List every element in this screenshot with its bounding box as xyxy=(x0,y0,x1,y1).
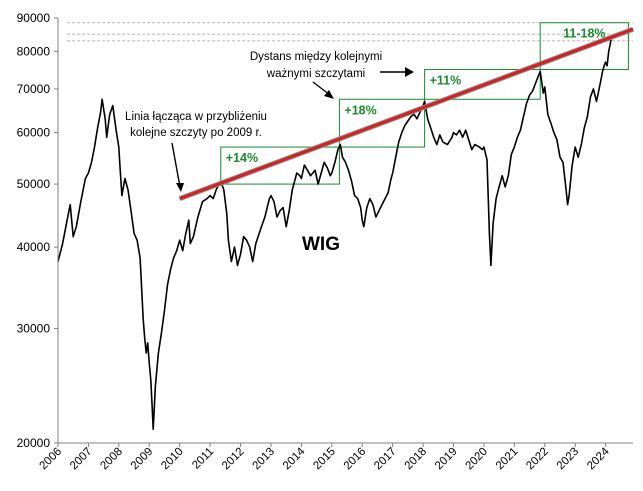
x-tick-label: 2019 xyxy=(433,446,460,473)
annotation-line-1: Linia łącząca w przybliżeniu xyxy=(125,111,267,123)
arrowhead-icon xyxy=(176,183,184,192)
grid-layer xyxy=(67,22,633,42)
x-tick-label: 2010 xyxy=(159,446,186,473)
y-tick-label: 60000 xyxy=(17,126,51,140)
x-tick-label: 2023 xyxy=(555,446,582,473)
x-tick-label: 2011 xyxy=(190,446,216,472)
x-tick-label: 2018 xyxy=(403,446,430,473)
y-tick-label: 70000 xyxy=(17,82,51,96)
series-layer xyxy=(57,26,634,430)
arrowhead-icon xyxy=(324,90,334,99)
x-tick-label: 2016 xyxy=(342,446,369,473)
annotation-distance-line-1: Dystans między kolejnymi xyxy=(250,51,382,63)
gain-box xyxy=(338,98,426,148)
x-tick-label: 2020 xyxy=(463,446,490,473)
annotation-distance: Dystans między kolejnymi ważnymi szczyta… xyxy=(250,51,414,99)
x-tick-label: 2022 xyxy=(524,446,551,473)
gain-box xyxy=(424,69,541,100)
x-tick-label: 2014 xyxy=(281,445,308,472)
x-tick-label: 2024 xyxy=(585,445,612,472)
y-tick-label: 40000 xyxy=(17,240,51,254)
chart-title: WIG xyxy=(302,234,340,255)
arrowhead-icon xyxy=(405,67,414,77)
y-tick-label: 50000 xyxy=(17,177,51,191)
annotation-peak-line: Linia łącząca w przybliżeniu kolejne szc… xyxy=(125,111,267,192)
x-tick-label: 2012 xyxy=(220,446,247,473)
boxes-layer: +14% +18% +11% 11-18% xyxy=(220,22,629,185)
x-tick-label: 2013 xyxy=(251,446,278,473)
x-tick-label: 2007 xyxy=(68,446,95,473)
annotation-distance-line-2: ważnymi szczytami xyxy=(266,68,365,80)
x-tick-label: 2021 xyxy=(494,446,521,473)
x-tick-label: 2009 xyxy=(129,446,156,473)
y-tick-label: 80000 xyxy=(17,44,51,58)
gain-label: 11-18% xyxy=(563,27,605,41)
annotation-line-2: kolejne szczyty po 2009 r. xyxy=(130,127,262,139)
y-tick-label: 90000 xyxy=(17,11,51,25)
peak-connecting-line xyxy=(179,27,634,201)
x-tick-label: 2015 xyxy=(311,446,338,473)
wig-series-line xyxy=(57,39,612,430)
x-tick-label: 2008 xyxy=(98,446,125,473)
gain-box xyxy=(220,146,340,185)
gain-label: +11% xyxy=(430,74,462,88)
gain-label: +14% xyxy=(226,151,258,165)
y-tick-label: 20000 xyxy=(17,436,51,450)
annotation-arrow-line xyxy=(171,142,181,188)
gain-label: +18% xyxy=(344,103,376,117)
x-tick-label: 2017 xyxy=(372,446,399,473)
y-tick-label: 30000 xyxy=(17,321,51,335)
gain-box xyxy=(539,22,629,71)
